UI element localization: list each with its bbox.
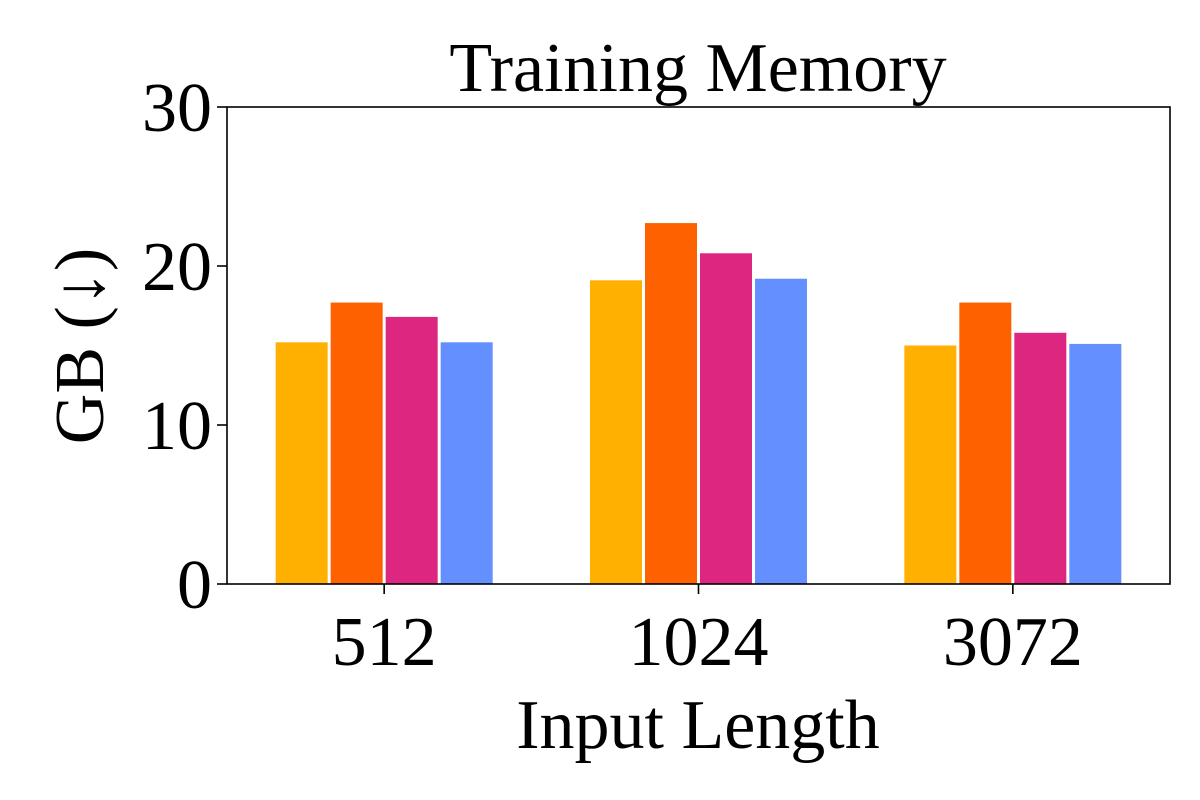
bar-1024-series-1 (590, 280, 642, 584)
bar-512-series-2 (330, 302, 383, 584)
bar-3072-series-2 (959, 302, 1012, 584)
x-tick-label: 3072 (943, 604, 1083, 681)
bar-512-series-4 (440, 342, 493, 584)
chart-title: Training Memory (449, 30, 946, 107)
bar-3072-series-3 (1014, 332, 1067, 584)
bar-1024-series-4 (755, 278, 807, 584)
x-tick-label: 512 (332, 604, 437, 681)
plot-area: 0 10 20 30 512 1024 3072 (142, 70, 1171, 681)
bar-1024-series-2 (645, 223, 697, 584)
bar-512-series-1 (275, 342, 328, 584)
bar-3072-series-1 (904, 345, 957, 584)
y-tick-label: 20 (142, 229, 212, 306)
x-tick-label: 1024 (629, 604, 769, 681)
bar-1024-series-3 (700, 253, 752, 584)
y-tick-label: 0 (177, 547, 212, 624)
x-axis-label: Input Length (516, 687, 880, 764)
y-axis-label: GB (↓) (42, 248, 119, 444)
bar-3072-series-4 (1069, 343, 1122, 584)
bar-512-series-3 (385, 316, 438, 584)
y-tick-label: 10 (142, 388, 212, 465)
y-tick-label: 30 (142, 70, 212, 147)
